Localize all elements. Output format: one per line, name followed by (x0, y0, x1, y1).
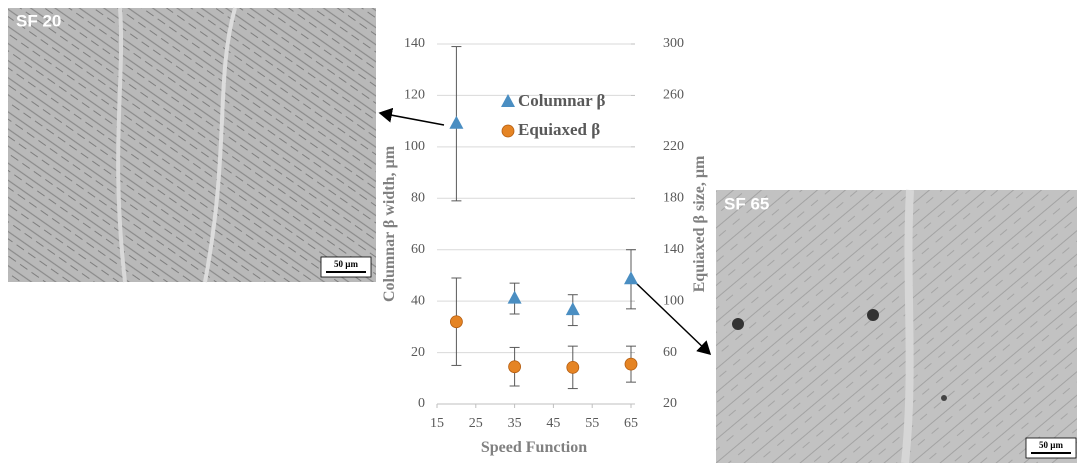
y2-axis-title: Equiaxed β size, µm (691, 155, 708, 292)
data-point (508, 291, 522, 304)
scale-bar-label: 50 µm (1039, 440, 1063, 450)
scale-bar-label: 50 µm (334, 259, 358, 269)
y-tick-label: 140 (404, 36, 425, 51)
y-axis-title: Columnar β width, µm (381, 145, 398, 302)
arrow (380, 113, 444, 125)
y2-tick-label: 260 (663, 88, 684, 103)
y2-tick-label: 220 (663, 139, 684, 154)
legend-marker (502, 125, 514, 137)
y-tick-label: 100 (404, 139, 425, 154)
y-tick-label: 120 (404, 88, 425, 103)
x-tick-label: 65 (624, 416, 638, 431)
chart: 0 20 40 60 80 100 120 140 20 60 100 140 180 220 260 300… (381, 36, 708, 456)
x-tick-label: 55 (585, 416, 599, 431)
y2-tick-label: 100 (663, 293, 684, 308)
y-tick-label: 40 (411, 293, 425, 308)
x-tick-label: 35 (508, 416, 522, 431)
y2-tick-label: 20 (663, 396, 677, 411)
legend-marker (501, 94, 515, 107)
y2-tick-label: 60 (663, 345, 677, 360)
data-point (625, 358, 637, 370)
micrograph-left: SF 20 50 µm (8, 8, 376, 282)
legend-label: Equiaxed β (518, 120, 600, 139)
y2-tick-label: 300 (663, 36, 684, 51)
x-axis-title: Speed Function (481, 439, 587, 456)
image-label: SF 20 (16, 11, 61, 30)
x-tick-label: 25 (469, 416, 483, 431)
legend-label: Columnar β (518, 91, 606, 110)
y-tick-label: 60 (411, 242, 425, 257)
x-tick-label: 15 (430, 416, 444, 431)
micrograph-right: SF 65 50 µm (716, 190, 1077, 463)
y-tick-label: 0 (418, 396, 425, 411)
y2-tick-label: 180 (663, 191, 684, 206)
x-tick-label: 45 (546, 416, 560, 431)
data-point (566, 302, 580, 315)
image-label: SF 65 (724, 194, 769, 213)
data-point (450, 316, 462, 328)
data-point (624, 271, 638, 284)
data-point (509, 361, 521, 373)
data-point (449, 116, 463, 129)
figure: SF 20 50 µm SF 65 50 µm 0 20 40 60 80 100 120 1… (0, 0, 1077, 463)
y-tick-label: 80 (411, 191, 425, 206)
y2-tick-label: 140 (663, 242, 684, 257)
data-point (567, 361, 579, 373)
y-tick-label: 20 (411, 345, 425, 360)
